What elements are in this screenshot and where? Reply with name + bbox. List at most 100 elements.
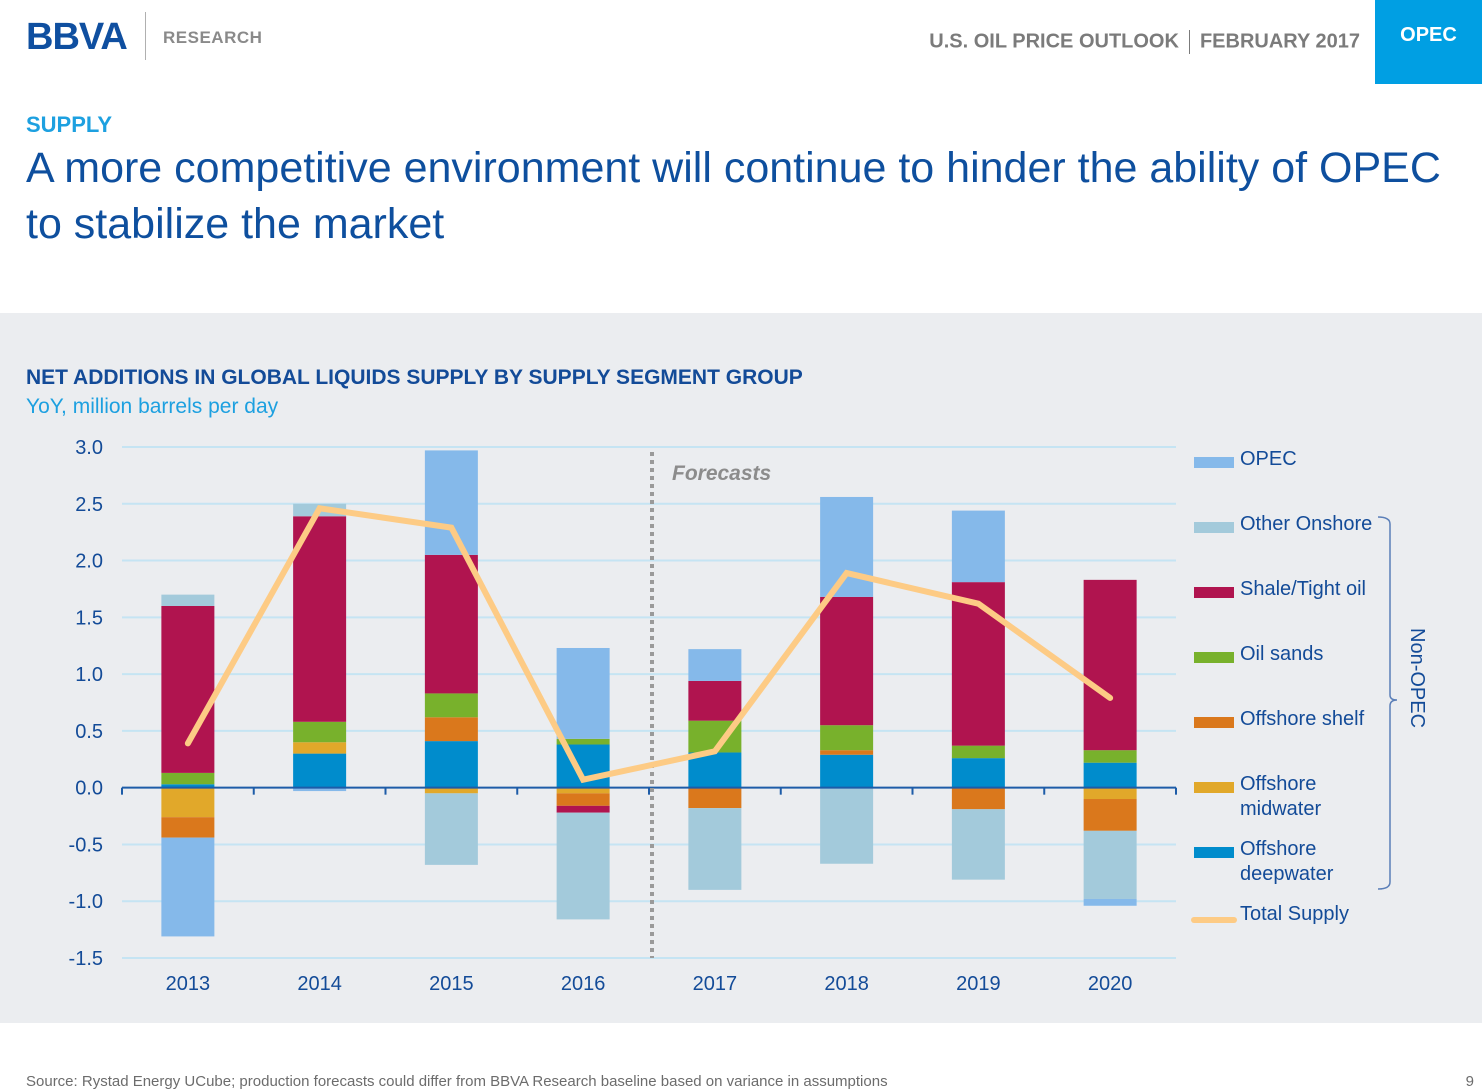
legend-label: Total Supply <box>1240 903 1349 925</box>
bar-segment-shale-tight-oil-2014 <box>293 516 347 722</box>
y-tick-label: 3.0 <box>75 437 103 459</box>
bar-segment-other-onshore-2017 <box>688 808 742 890</box>
y-tick-label: 1.5 <box>75 607 103 629</box>
legend-color-swatch <box>1194 522 1234 533</box>
bar-segment-shale-tight-oil-2013 <box>161 605 215 773</box>
legend-label: Offshore midwater <box>1240 773 1322 820</box>
bar-segment-oil-sands-2018 <box>820 725 874 751</box>
non-opec-bracket <box>1377 516 1398 890</box>
legend-label: Oil sands <box>1240 643 1324 665</box>
report-title: U.S. OIL PRICE OUTLOOK FEBRUARY 2017 <box>929 30 1360 54</box>
bar-segment-offshore-midwater-2020 <box>1083 787 1137 800</box>
report-name: U.S. OIL PRICE OUTLOOK <box>929 30 1179 53</box>
legend-color-swatch <box>1194 457 1234 468</box>
x-tick-label: 2015 <box>429 973 474 995</box>
x-tick-label: 2017 <box>693 973 738 995</box>
legend-group-label: Non-OPEC <box>1406 628 1428 729</box>
bar-segment-shale-tight-oil-2017 <box>688 680 742 721</box>
bar-segment-oil-sands-2015 <box>424 693 478 718</box>
legend-label: Shale/Tight oil <box>1240 578 1366 600</box>
bar-segment-offshore-shelf-2019 <box>951 787 1005 810</box>
page-headline: A more competitive environment will cont… <box>26 144 1441 248</box>
legend-color-swatch <box>1194 587 1234 598</box>
x-tick-label: 2020 <box>1088 973 1133 995</box>
legend-label: OPEC <box>1240 448 1297 470</box>
y-tick-label: 0.5 <box>75 721 103 743</box>
bar-segment-offshore-deepwater-2015 <box>424 741 478 788</box>
bbva-logo: BBVA <box>26 16 128 58</box>
section-kicker: SUPPLY <box>26 112 113 137</box>
bar-segment-oil-sands-2020 <box>1083 750 1137 763</box>
chart-title: NET ADDITIONS IN GLOBAL LIQUIDS SUPPLY B… <box>26 366 803 389</box>
legend-color-swatch <box>1194 782 1234 793</box>
y-tick-label: 1.0 <box>75 664 103 686</box>
y-tick-label: 2.0 <box>75 551 103 573</box>
bar-segment-shale-tight-oil-2019 <box>951 582 1005 746</box>
title-separator <box>1188 30 1190 54</box>
bar-segment-opec-2016 <box>556 647 610 739</box>
bar-segment-opec-2020 <box>1083 898 1137 906</box>
y-tick-label: -1.5 <box>69 948 103 970</box>
bar-segment-offshore-deepwater-2014 <box>293 753 347 788</box>
footer-source: Source: Rystad Energy UCube; production … <box>26 1073 888 1090</box>
x-tick-label: 2016 <box>561 973 606 995</box>
bar-segment-opec-2017 <box>688 649 742 681</box>
bar-segment-other-onshore-2015 <box>424 793 478 865</box>
x-tick-label: 2019 <box>956 973 1001 995</box>
bar-segment-offshore-deepwater-2013 <box>161 784 215 788</box>
bar-segment-offshore-shelf-2017 <box>688 787 742 809</box>
bar-segment-offshore-shelf-2020 <box>1083 799 1137 831</box>
logo-divider <box>145 12 146 60</box>
bar-segment-offshore-shelf-2013 <box>161 817 215 838</box>
bar-segment-other-onshore-2020 <box>1083 830 1137 899</box>
legend-label: Offshore deepwater <box>1240 838 1334 885</box>
y-tick-label: 2.5 <box>75 494 103 516</box>
legend-label: Offshore shelf <box>1240 708 1365 730</box>
bar-segment-oil-sands-2014 <box>293 721 347 743</box>
bar-segment-offshore-midwater-2016 <box>556 787 610 794</box>
bar-segment-oil-sands-2016 <box>556 738 610 745</box>
legend-label: Other Onshore <box>1240 513 1373 535</box>
bar-segment-offshore-shelf-2018 <box>820 750 874 755</box>
page-number: 9 <box>1465 1073 1474 1090</box>
bar-segment-opec-2015 <box>424 450 478 555</box>
bar-segment-shale-tight-oil-2015 <box>424 554 478 694</box>
x-tick-label: 2018 <box>824 973 869 995</box>
legend-color-swatch <box>1194 652 1234 663</box>
forecast-annotation: Forecasts <box>672 462 771 485</box>
bar-segment-offshore-deepwater-2020 <box>1083 762 1137 788</box>
legend-line-swatch <box>1191 917 1237 923</box>
bar-segment-offshore-shelf-2015 <box>424 717 478 742</box>
bar-segment-other-onshore-2018 <box>820 787 874 864</box>
bar-segment-opec-2019 <box>951 510 1005 583</box>
bar-segment-offshore-shelf-2016 <box>556 793 610 806</box>
y-tick-label: -0.5 <box>69 834 103 856</box>
bar-segment-offshore-midwater-2015 <box>424 787 478 794</box>
logo-subtitle: RESEARCH <box>163 28 263 47</box>
x-tick-label: 2013 <box>166 973 211 995</box>
bar-segment-offshore-midwater-2014 <box>293 742 347 754</box>
legend-color-swatch <box>1194 847 1234 858</box>
bar-segment-offshore-midwater-2013 <box>161 787 215 818</box>
bar-segment-oil-sands-2019 <box>951 745 1005 759</box>
total-supply-line <box>184 505 1114 784</box>
report-date: FEBRUARY 2017 <box>1199 30 1360 53</box>
bar-segment-opec-2013 <box>161 837 215 937</box>
bar-segment-other-onshore-2013 <box>161 594 215 606</box>
bar-segment-shale-tight-oil-2018 <box>820 596 874 726</box>
chart-subtitle: YoY, million barrels per day <box>26 395 279 418</box>
bar-segment-other-onshore-2016 <box>556 812 610 920</box>
bar-segment-other-onshore-2019 <box>951 809 1005 880</box>
y-tick-label: 0.0 <box>75 778 103 800</box>
bar-segment-opec-2018 <box>820 496 874 597</box>
section-tab-opec: OPEC <box>1375 0 1482 84</box>
bar-segment-offshore-deepwater-2017 <box>688 752 742 788</box>
legend-color-swatch <box>1194 717 1234 728</box>
x-tick-label: 2014 <box>297 973 342 995</box>
bar-segment-offshore-deepwater-2019 <box>951 758 1005 788</box>
y-tick-label: -1.0 <box>69 891 103 913</box>
bar-segment-shale-tight-oil-2016 <box>556 805 610 813</box>
bar-segment-opec-2014 <box>293 787 347 792</box>
bar-segment-offshore-deepwater-2018 <box>820 754 874 788</box>
